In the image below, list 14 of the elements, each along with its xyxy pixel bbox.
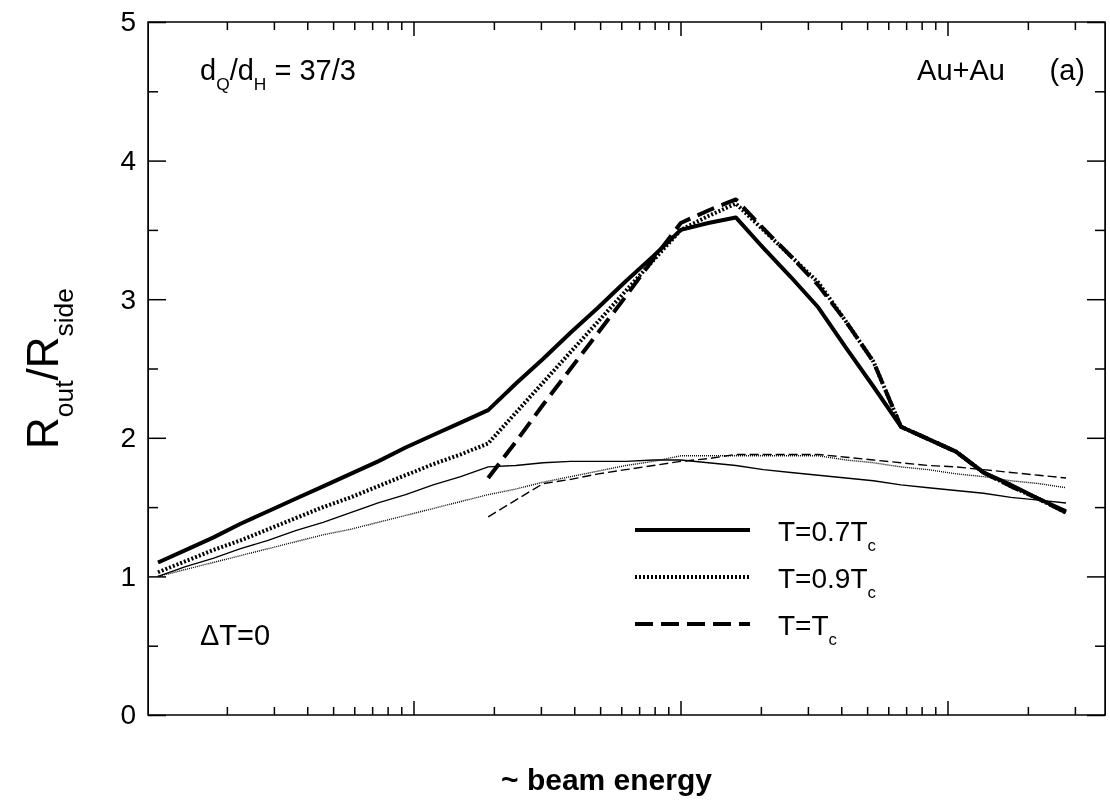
y-tick-label: 5 bbox=[120, 6, 136, 38]
legend-label: T=0.7T$_{c}$ bbox=[778, 516, 876, 555]
y-tick-label: 4 bbox=[120, 145, 136, 177]
y-tick-label: 0 bbox=[120, 699, 136, 731]
annotation: d$_{Q}$/d$_{H}$ = 37/3 bbox=[200, 54, 356, 94]
annotation: ΔT=0 bbox=[200, 619, 271, 651]
y-tick-label: 3 bbox=[120, 283, 136, 315]
y-tick-label: 1 bbox=[120, 560, 136, 592]
annotation: (a) bbox=[1049, 54, 1085, 86]
y-tick-label: 2 bbox=[120, 422, 136, 454]
annotation: Au+Au bbox=[917, 54, 1005, 86]
legend-label: T=0.9T$_{c}$ bbox=[778, 563, 876, 602]
legend-label: T=T$_{c}$ bbox=[778, 610, 837, 649]
x-axis-title: ~ beam energy bbox=[501, 763, 713, 796]
